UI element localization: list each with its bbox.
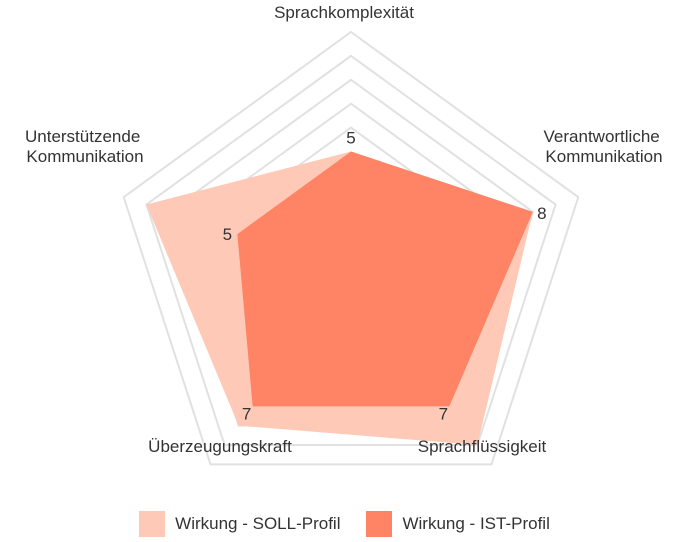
- radar-series-areas: [146, 151, 533, 446]
- axis-label-verantwortliche-line2: Kommunikation: [545, 147, 662, 166]
- axis-label-unterstuetzende-line1: Unterstützende: [25, 127, 140, 146]
- grid-ring-10: [122, 30, 580, 466]
- axis-label-ueberzeugungskraft: Überzeugungskraft: [148, 437, 292, 456]
- grid-ring-9: [145, 54, 557, 447]
- legend-item-soll[interactable]: Wirkung - SOLL-Profil: [139, 511, 340, 537]
- data-label-ist-1: 8: [537, 204, 546, 223]
- data-label-ist-3: 7: [242, 404, 251, 423]
- axis-label-unterstuetzende-kommunikation: Unterstützende Kommunikation: [25, 127, 145, 166]
- data-labels: 5 8 7 7 5: [223, 129, 547, 424]
- axis-label-verantwortliche-line1: Verantwortliche: [544, 127, 660, 146]
- legend-swatch-ist: [366, 511, 393, 537]
- legend-label-ist: Wirkung - IST-Profil: [402, 514, 550, 533]
- legend-item-ist[interactable]: Wirkung - IST-Profil: [366, 511, 550, 537]
- axis-label-unterstuetzende-line2: Kommunikation: [26, 147, 143, 166]
- data-label-ist-0: 5: [346, 129, 355, 148]
- legend-label-soll: Wirkung - SOLL-Profil: [175, 514, 341, 533]
- legend-swatch-soll: [139, 511, 166, 537]
- legend: Wirkung - SOLL-Profil Wirkung - IST-Prof…: [0, 511, 689, 537]
- series-area-ist[interactable]: [237, 151, 533, 407]
- axis-label-sprachkomplexitaet: Sprachkomplexität: [274, 3, 414, 22]
- axis-label-verantwortliche-kommunikation: Verantwortliche Kommunikation: [544, 127, 665, 166]
- data-label-ist-4: 5: [223, 225, 232, 244]
- data-label-ist-2: 7: [439, 404, 448, 423]
- axis-label-sprachfluessigkeit: Sprachflüssigkeit: [418, 437, 547, 456]
